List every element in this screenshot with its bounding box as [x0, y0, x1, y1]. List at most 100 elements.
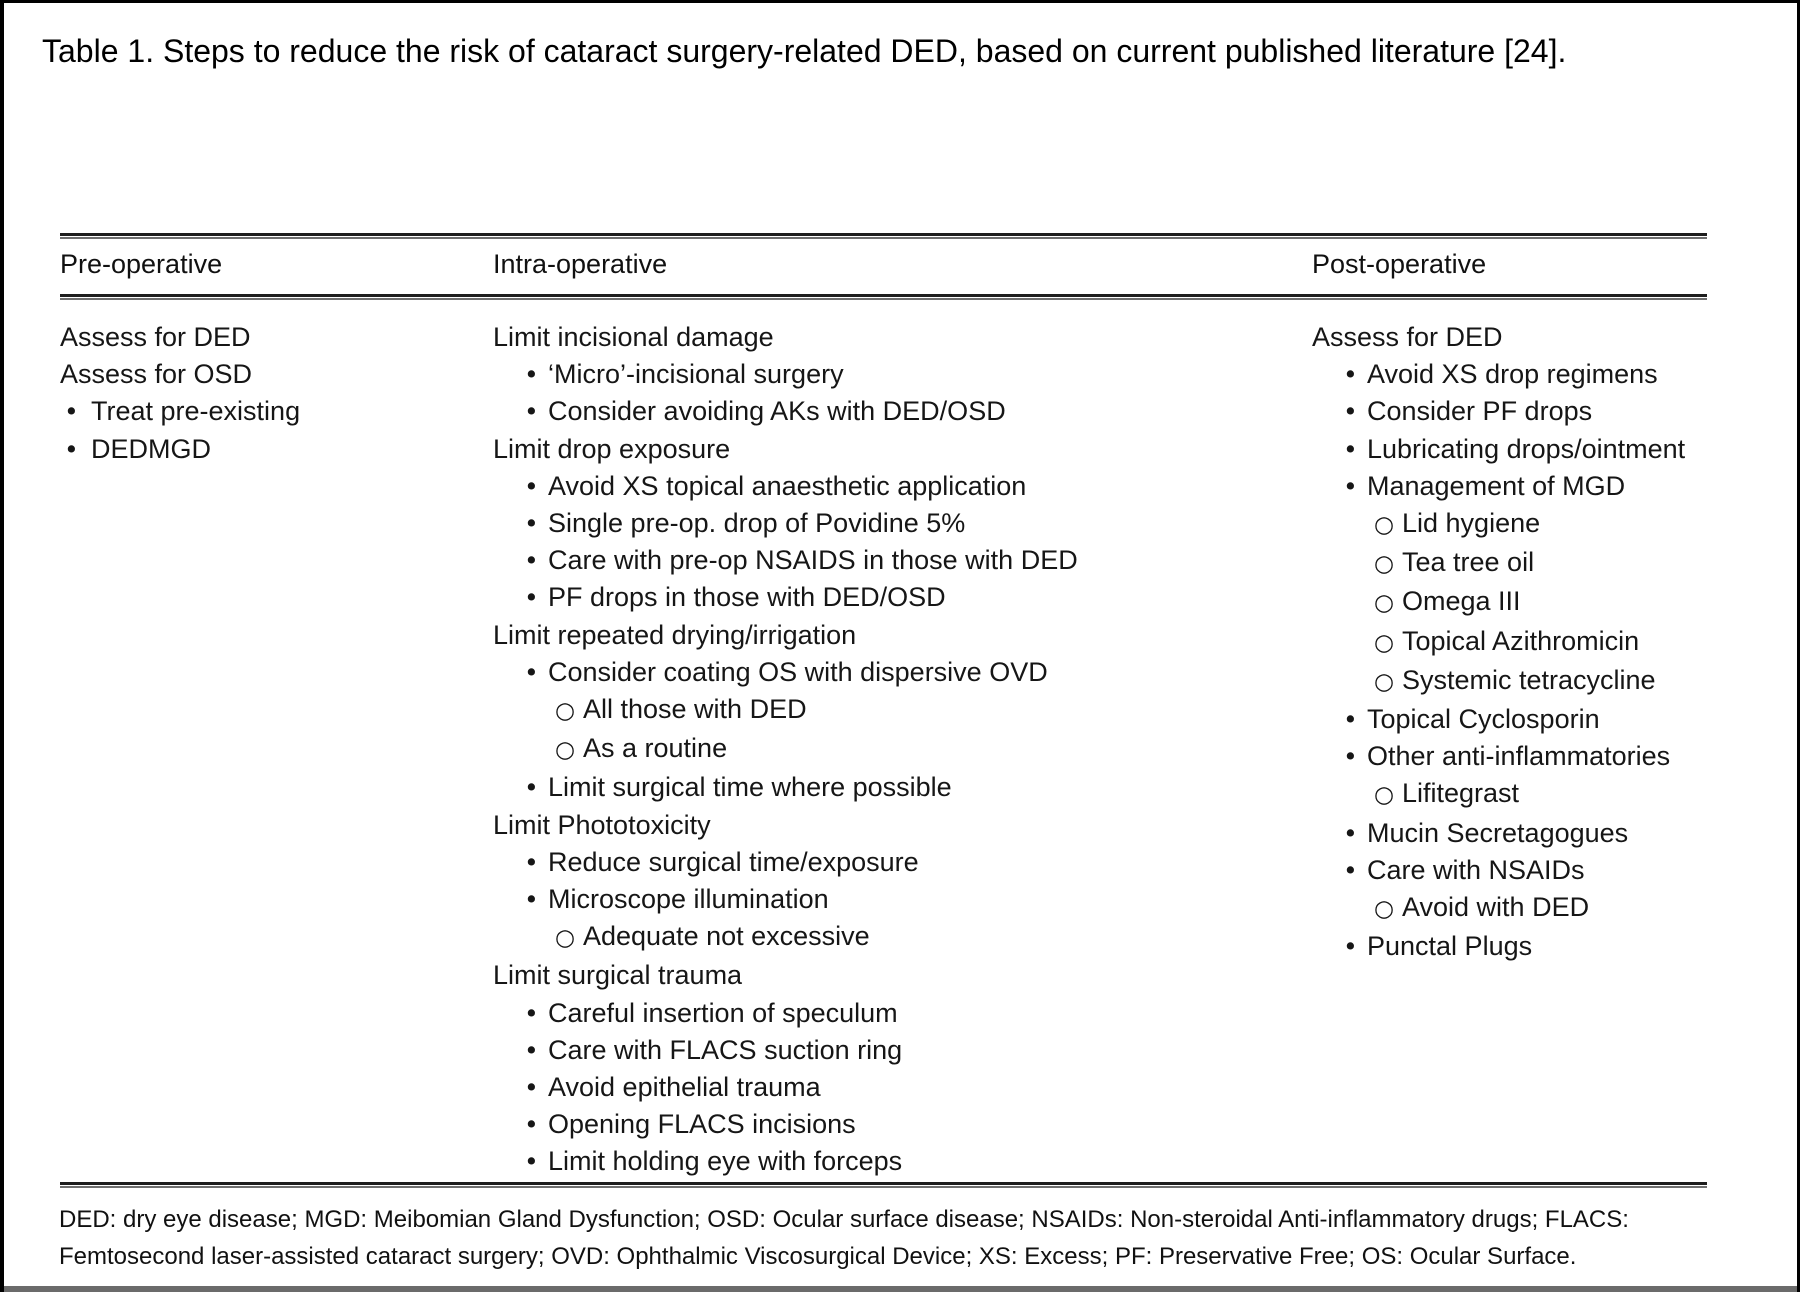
table-row: ○ Avoid with DED — [1374, 889, 1797, 928]
table-cell-text: Reduce surgical time/exposure — [548, 846, 919, 877]
table-caption: Table 1. Steps to reduce the risk of cat… — [42, 33, 1567, 69]
bullet-open-icon: ○ — [1374, 551, 1395, 578]
table-row: • ‘Micro’-incisional surgery — [524, 356, 1308, 393]
bullet-filled-icon: • — [1343, 397, 1358, 427]
table-cell-text: Assess for OSD — [60, 359, 253, 390]
table-cell-text: Careful insertion of speculum — [548, 997, 898, 1028]
table-cell-text: Lubricating drops/ointment — [1367, 433, 1686, 464]
column-header-intra-operative: Intra-operative — [493, 249, 668, 279]
table-row: • Care with FLACS suction ring — [524, 1032, 1308, 1069]
bullet-filled-icon: • — [524, 546, 539, 576]
bullet-filled-icon: • — [1343, 471, 1358, 501]
table-cell-text: DEDMGD — [91, 433, 211, 464]
table-cell-text: Adequate not excessive — [583, 921, 870, 952]
table-row: • Other anti-inflammatories — [1343, 738, 1797, 775]
table-row: • Care with pre-op NSAIDS in those with D… — [524, 542, 1308, 579]
table-row: • Treat pre-existing — [64, 393, 490, 430]
table-cell-text: Limit incisional damage — [493, 322, 774, 352]
table-cell-text: Treat pre-existing — [91, 396, 301, 427]
table-row: • Consider PF drops — [1343, 393, 1797, 430]
table-header-rule — [60, 294, 1707, 300]
table-cell-text: Topical Azithromicin — [1402, 625, 1640, 656]
bullet-filled-icon: • — [1343, 818, 1358, 848]
column-header-post-operative: Post-operative — [1312, 249, 1487, 279]
bullet-filled-icon: • — [524, 1073, 539, 1103]
bullet-filled-icon: • — [524, 847, 539, 877]
bullet-filled-icon: • — [524, 773, 539, 803]
table-row: ○ Lid hygiene — [1374, 505, 1797, 544]
table-cell-text: Other anti-inflammatories — [1367, 741, 1671, 772]
table-cell-text: Lifitegrast — [1402, 778, 1520, 809]
table-cell-text: Lid hygiene — [1402, 508, 1541, 539]
bullet-open-icon: ○ — [1374, 590, 1395, 617]
bullet-filled-icon: • — [524, 1147, 539, 1177]
table-cell-text: Punctal Plugs — [1367, 931, 1533, 962]
bullet-filled-icon: • — [524, 360, 539, 390]
bullet-open-icon: ○ — [1374, 629, 1395, 656]
table-cell-text: All those with DED — [583, 694, 807, 725]
bullet-filled-icon: • — [1343, 434, 1358, 464]
table-row: • Opening FLACS incisions — [524, 1106, 1308, 1143]
table-row: • Care with NSAIDs — [1343, 852, 1797, 889]
table-cell-text: Consider avoiding AKs with DED/OSD — [548, 396, 1006, 427]
table-row: Limit Phototoxicity — [493, 807, 1308, 844]
table-cell-text: Systemic tetracycline — [1402, 664, 1656, 695]
table-cell-text: Assess for DED — [1312, 322, 1503, 352]
column-intra-operative: Limit incisional damage • ‘Micro’-incision… — [493, 319, 1308, 1181]
bullet-filled-icon: • — [1343, 360, 1358, 390]
table-cell-text: Limit drop exposure — [493, 433, 731, 464]
table-row: • DEDMGD — [64, 431, 490, 468]
table-row: • Limit holding eye with forceps — [524, 1143, 1308, 1180]
bullet-filled-icon: • — [524, 998, 539, 1028]
table-row: • Topical Cyclosporin — [1343, 701, 1797, 738]
table-cell-text: Single pre-op. drop of Povidine 5% — [548, 508, 966, 539]
bullet-open-icon: ○ — [1374, 782, 1395, 809]
bullet-open-icon: ○ — [1374, 896, 1395, 923]
column-pre-operative: Assess for DED Assess for OSD • Treat pre-e… — [60, 319, 490, 468]
table-row: Limit incisional damage — [493, 319, 1308, 356]
table-row: • Avoid epithelial trauma — [524, 1069, 1308, 1106]
table-row: ○ Lifitegrast — [1374, 775, 1797, 814]
table-bottom-rule — [60, 1182, 1707, 1188]
column-header-pre-operative: Pre-operative — [60, 249, 223, 279]
bullet-filled-icon: • — [64, 397, 79, 427]
table-row: • Avoid XS topical anaesthetic applicatio… — [524, 468, 1308, 505]
bullet-filled-icon: • — [524, 1035, 539, 1065]
table-cell-text: Mucin Secretagogues — [1367, 817, 1629, 848]
table-row: ○ Adequate not excessive — [555, 918, 1308, 957]
table-row: • Mucin Secretagogues — [1343, 815, 1797, 852]
table-row: • Microscope illumination — [524, 881, 1308, 918]
table-cell-text: ‘Micro’-incisional surgery — [548, 359, 844, 390]
table-row: • Careful insertion of speculum — [524, 995, 1308, 1032]
table-row: • Punctal Plugs — [1343, 928, 1797, 965]
bullet-open-icon: ○ — [555, 698, 576, 725]
bullet-filled-icon: • — [524, 657, 539, 687]
table-row: ○ Omega III — [1374, 583, 1797, 622]
table-row: ○ Topical Azithromicin — [1374, 623, 1797, 662]
table-cell-text: Care with NSAIDs — [1367, 854, 1585, 885]
table-cell-text: Topical Cyclosporin — [1367, 704, 1600, 735]
table-row: • Limit surgical time where possible — [524, 769, 1308, 806]
table-cell-text: Consider coating OS with dispersive OVD — [548, 656, 1048, 687]
table-cell-text: PF drops in those with DED/OSD — [548, 582, 946, 613]
bullet-filled-icon: • — [524, 471, 539, 501]
table-cell-text: Limit holding eye with forceps — [548, 1146, 903, 1177]
table-row: • Management of MGD — [1343, 468, 1797, 505]
bullet-filled-icon: • — [524, 509, 539, 539]
table-cell-text: Microscope illumination — [548, 884, 829, 915]
footnote-line: DED: dry eye disease; MGD: Meibomian Gla… — [59, 1206, 1629, 1233]
table-cell-text: Limit surgical time where possible — [548, 772, 952, 803]
table-row: ○ As a routine — [555, 730, 1308, 769]
table-row: • Lubricating drops/ointment — [1343, 431, 1797, 468]
table-row: ○ All those with DED — [555, 691, 1308, 730]
bullet-filled-icon: • — [64, 434, 79, 464]
bullet-filled-icon: • — [524, 885, 539, 915]
table-row: • Avoid XS drop regimens — [1343, 356, 1797, 393]
bullet-open-icon: ○ — [1374, 668, 1395, 695]
bullet-filled-icon: • — [1343, 855, 1358, 885]
table-cell-text: As a routine — [583, 733, 728, 764]
table-row: ○ Systemic tetracycline — [1374, 662, 1797, 701]
table-row: • Single pre-op. drop of Povidine 5% — [524, 505, 1308, 542]
table-row: ○ Tea tree oil — [1374, 544, 1797, 583]
